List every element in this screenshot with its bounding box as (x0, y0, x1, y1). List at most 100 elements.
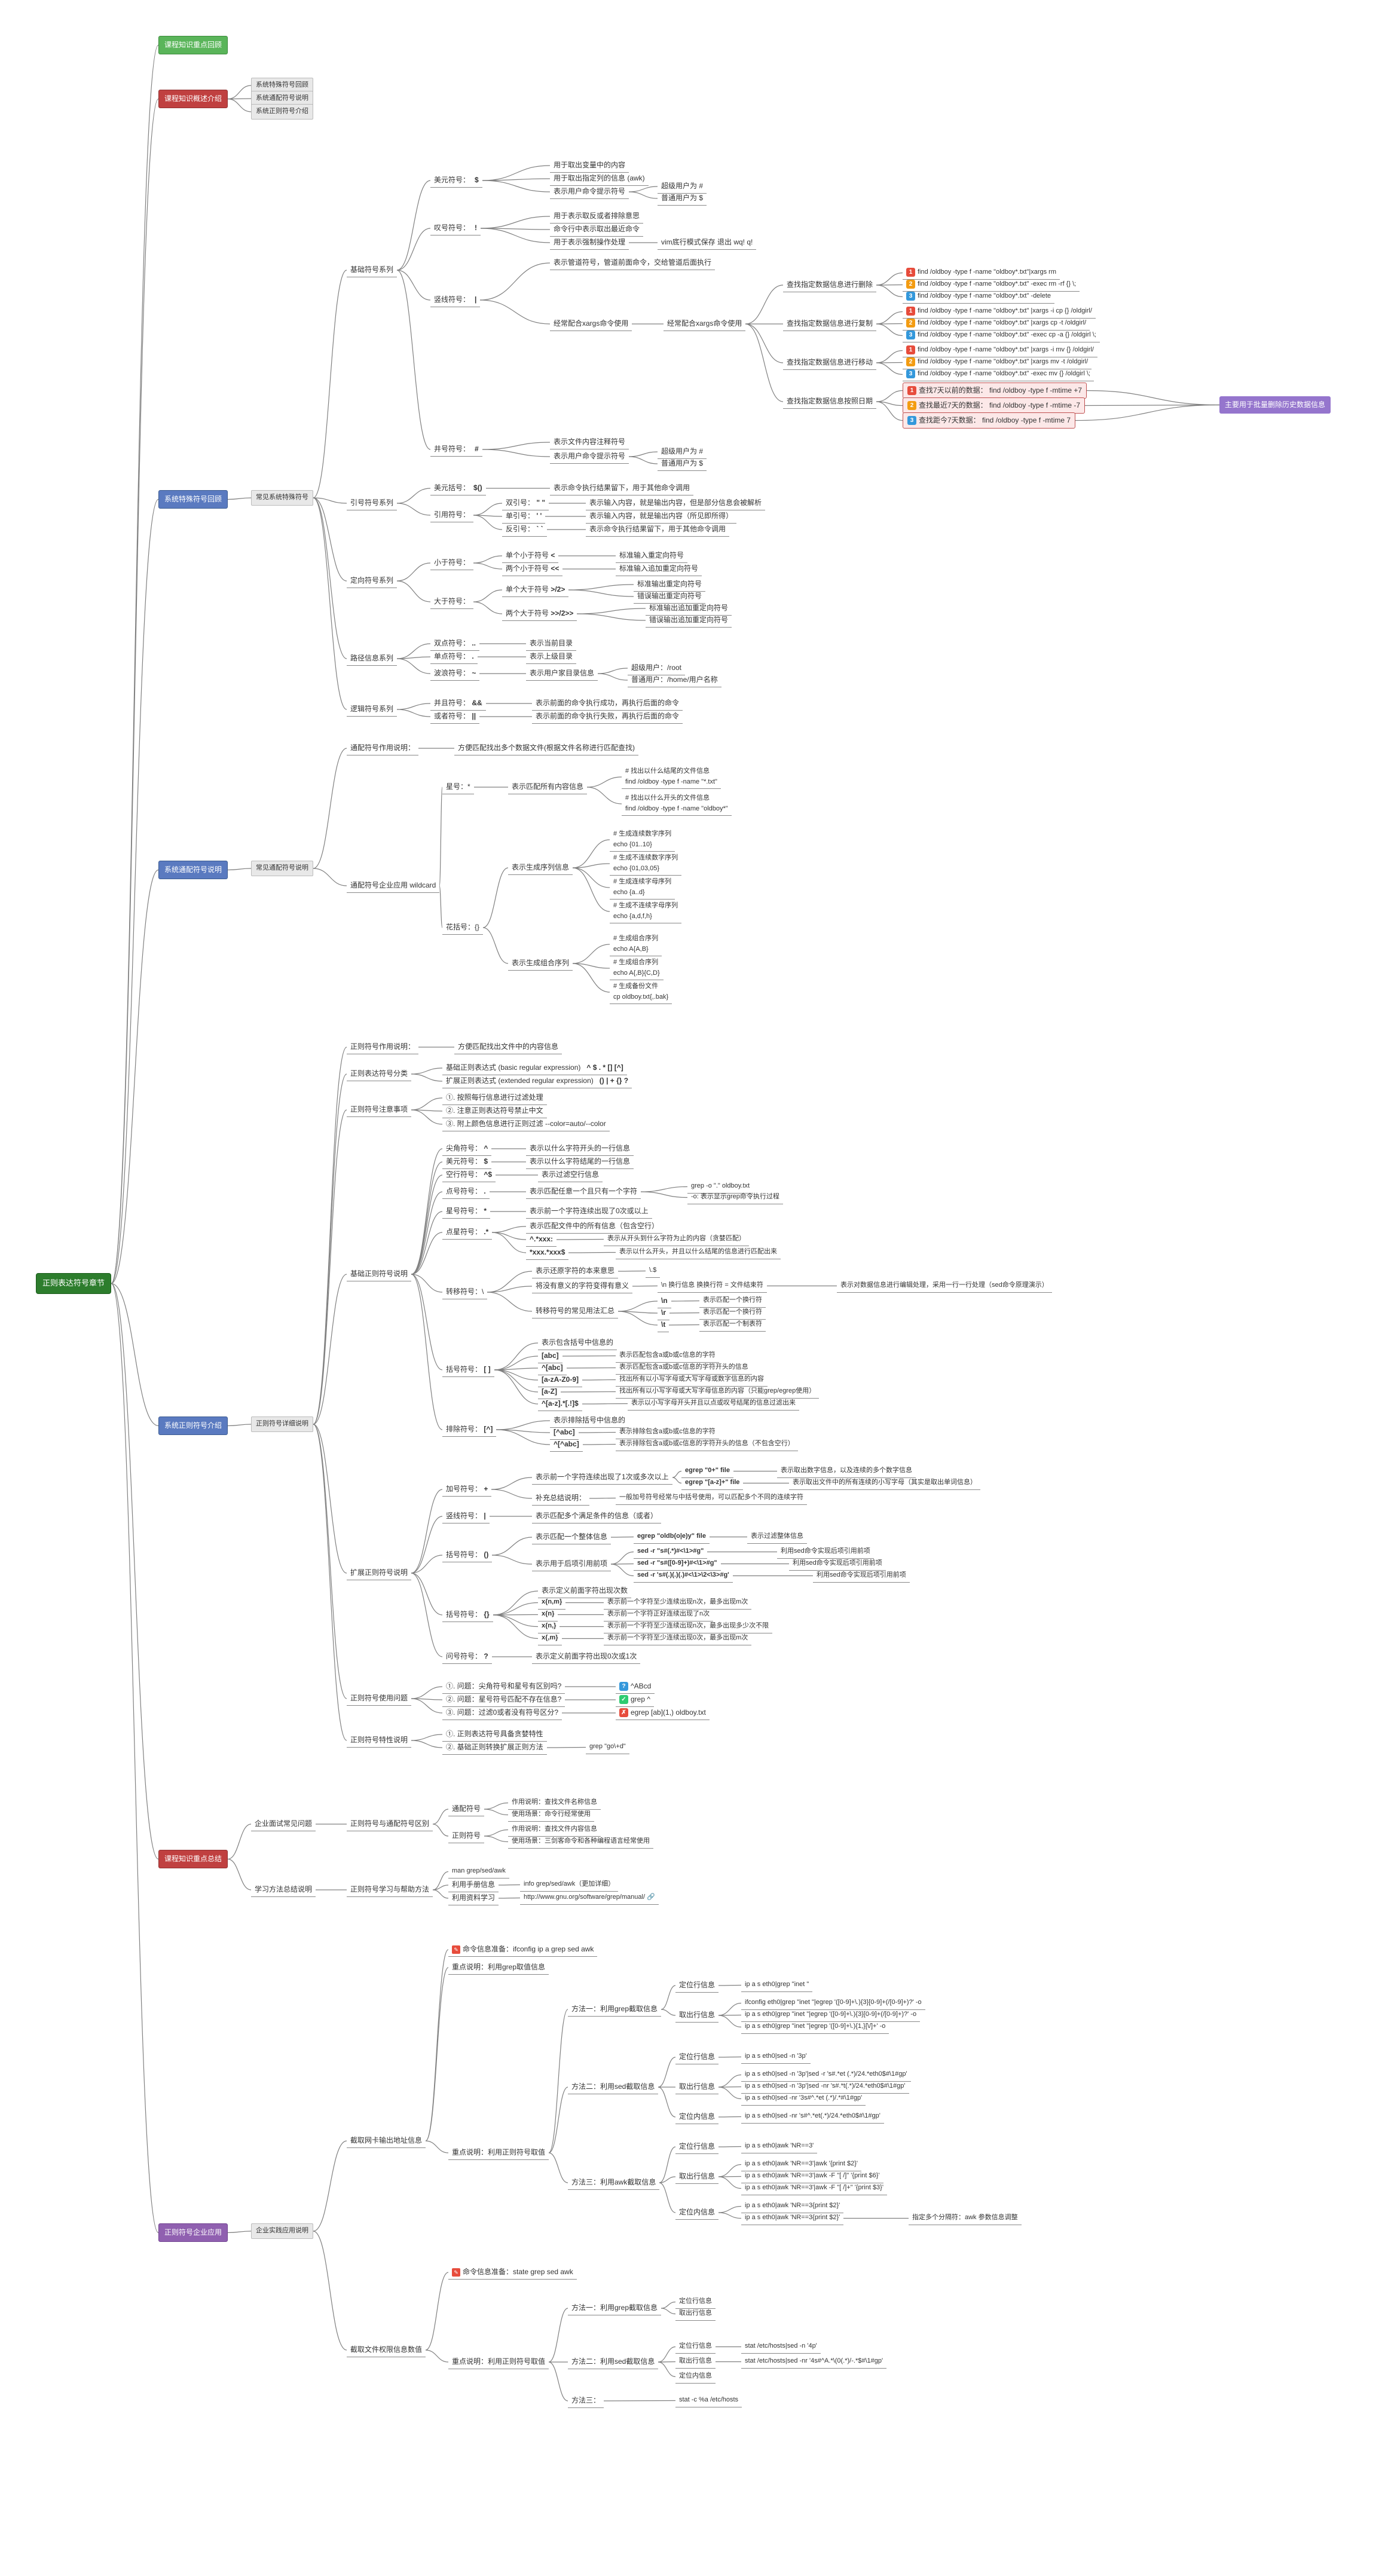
rx2: ②. 基础正则转换扩展正则方法 (442, 1740, 547, 1755)
connector-e1m1b-e1m1b1 (719, 2003, 741, 2016)
rb1: 尖角符号： ^ (442, 1142, 491, 1156)
connector-d1b-d1b1 (473, 590, 502, 602)
connector-re4-re4b (493, 1615, 538, 1616)
re: 扩展正则符号说明 (347, 1566, 411, 1580)
n01[interactable]: 课程知识重点回顾 (158, 36, 228, 54)
l1a1: 表示前面的命令执行成功，再执行后面的命令 (532, 696, 683, 711)
w3a: 表示匹配所有内容信息 (508, 780, 587, 794)
connector-rx-rx1 (411, 1734, 442, 1740)
n03[interactable]: 系统特殊符号回顾 (158, 490, 228, 509)
connector-b1d_x-b1d4 (745, 324, 783, 402)
re4d2_d: 表示前一个字符至少连续出现0次，最多出现m次 (604, 1632, 751, 1645)
connector-q1-q1a (397, 488, 430, 503)
connector-d1b-d1b2 (473, 602, 502, 614)
rb8e_d: 表示以小写字母开头并且以点或叹号结尾的信息过滤出来 (628, 1397, 799, 1411)
connector-rb9-rb9a (496, 1430, 550, 1433)
connector-e1m2c-e1m2c_v (719, 2117, 741, 2118)
connector-b1b-b1b2 (481, 228, 550, 230)
connector-r3-r3c (411, 1110, 442, 1124)
connector-re3a-re3a_e (611, 1537, 634, 1538)
connector-rx-rx2 (411, 1740, 442, 1748)
connector-e1m2-e1m2c (658, 2087, 675, 2117)
connector-rb8d2-rb8d2_d (561, 1392, 616, 1393)
connector-re1a-re1a2 (672, 1477, 681, 1483)
b1e: 井号符号：# (430, 442, 482, 457)
q1b3: 反引号： ` ` (502, 522, 547, 537)
b1a3: 表示用户命令提示符号 (550, 185, 629, 199)
e0[interactable]: 正则符号企业应用 (158, 2223, 228, 2242)
re3a_d: 表示过滤整体信息 (747, 1530, 807, 1544)
connector-w4a-w4a4 (573, 868, 610, 911)
e2a: 重点说明：利用正则符号取值 (448, 2355, 549, 2369)
rb4f: -o: 表示显示grep命令执行过程 (687, 1191, 783, 1204)
connector-e1m3b-e1m3b3 (719, 2177, 741, 2189)
connector-r0a-re (313, 1424, 347, 1573)
connector-n03a-q1 (313, 498, 347, 503)
connector-q1b-q1b3 (473, 515, 502, 530)
r2b: 扩展正则表达式 (extended regular expression) ()… (442, 1074, 632, 1088)
connector-b1d4-b1d4c (876, 402, 903, 421)
l1: 逻辑符号系列 (347, 702, 397, 717)
connector-b1-b1a (397, 180, 430, 270)
connector-b1d_x-b1d1 (745, 285, 783, 324)
b1e2b: 普通用户为 $ (658, 457, 707, 471)
connector-e1m1a-e1m1a_v (719, 1985, 741, 1986)
rb7c3_d: 表示匹配一个制表符 (699, 1318, 766, 1332)
connector-e1m2-e1m2a (658, 2057, 675, 2087)
connector-rb6-rb6d (492, 1226, 526, 1232)
re5: 问号符号： ? (442, 1650, 492, 1664)
s0[interactable]: 课程知识重点总结 (158, 1850, 228, 1868)
rq2: ②. 问题：星号符号匹配不存在信息? (442, 1693, 565, 1707)
b1e1: 表示文件内容注释符号 (550, 435, 629, 449)
connector-s0-s2 (228, 1859, 251, 1890)
s1a1: 通配符号 (448, 1802, 484, 1816)
e1m3a: 定位行信息 (675, 2140, 719, 2154)
connector-re1a-re1a1 (672, 1471, 681, 1478)
b1d4: 查找指定数据信息按照日期 (783, 394, 876, 409)
connector-e1b-e1m2 (549, 2087, 568, 2153)
connector-b1a-b1a2 (482, 179, 550, 180)
p1a: 双点符号： .. (430, 637, 479, 651)
connector-d1a-d1a1 (473, 556, 502, 563)
n02[interactable]: 课程知识概述介绍 (158, 90, 228, 108)
s1a2: 正则符号 (448, 1829, 484, 1843)
rq: 正则符号使用问题 (347, 1691, 411, 1706)
rb3: 空行符号： ^$ (442, 1168, 496, 1182)
connector-d1b1-d1b1d2 (568, 590, 634, 596)
connector-w0a-w1 (313, 748, 347, 868)
b1d4a: 1查找7天以前的数据： find /oldboy -type f -mtime … (903, 383, 1087, 399)
connector-rb6-rb6f (492, 1232, 526, 1253)
rb7a: 表示还原字符的本来意思 (532, 1264, 618, 1278)
re1a2: egrep "[a-z]+" file (681, 1476, 743, 1490)
s1: 企业面试常见问题 (251, 1817, 316, 1831)
connector-rb8a-rb8a_d (562, 1356, 616, 1357)
connector-e1b-e1m3 (549, 2153, 568, 2183)
r3: 正则符号注意事项 (347, 1103, 411, 1117)
e2m2b_v: stat /etc/hosts|sed -nr '4s#^A.*\(0(.*)/… (741, 2355, 886, 2369)
e1m1: 方法一：利用grep截取信息 (568, 2002, 661, 2017)
rb6d: 表示匹配文件中的所有信息（包含空行） (526, 1219, 662, 1234)
w4a2: # 生成不连续数字序列echo {01,03,05} (610, 852, 681, 876)
n02c: 系统正则符号介绍 (251, 104, 313, 120)
b1: 基础符号系列 (347, 263, 397, 277)
connector-q1b-q1b1 (473, 503, 502, 515)
connector-s1a-s1a1 (433, 1809, 448, 1824)
w0[interactable]: 系统通配符号说明 (158, 861, 228, 879)
b1d1: 查找指定数据信息进行删除 (783, 278, 876, 292)
connector-rb8-rb8d (494, 1343, 538, 1370)
connector-e1m3b-e1m3b1 (719, 2165, 741, 2177)
connector-w3a-w3a2 (587, 787, 622, 804)
re2: 竖线符号： | (442, 1509, 490, 1523)
rq1_a: ?^ABcd (616, 1679, 655, 1694)
connector-e1b-e1m1 (549, 2009, 568, 2153)
rb5d: 表示前一个字符连续出现了0次或以上 (526, 1204, 652, 1219)
r0[interactable]: 系统正则符号介绍 (158, 1417, 228, 1435)
connector-e2-e2note (426, 2272, 448, 2350)
connector-e2m2-e2m2a (658, 2347, 675, 2363)
connector-re3b-re3b3 (611, 1564, 634, 1576)
connector-b1a3-b1a3b (629, 192, 658, 198)
p1c1b: 普通用户：/home/用户名称 (628, 673, 721, 687)
re2d: 表示匹配多个满足条件的信息（或者） (532, 1509, 661, 1523)
re3b3: sed -r 's#(.)(.)(.)#<\1>\2<\3>#g' (634, 1569, 733, 1583)
root[interactable]: 正则表达符号章节 (36, 1273, 111, 1294)
